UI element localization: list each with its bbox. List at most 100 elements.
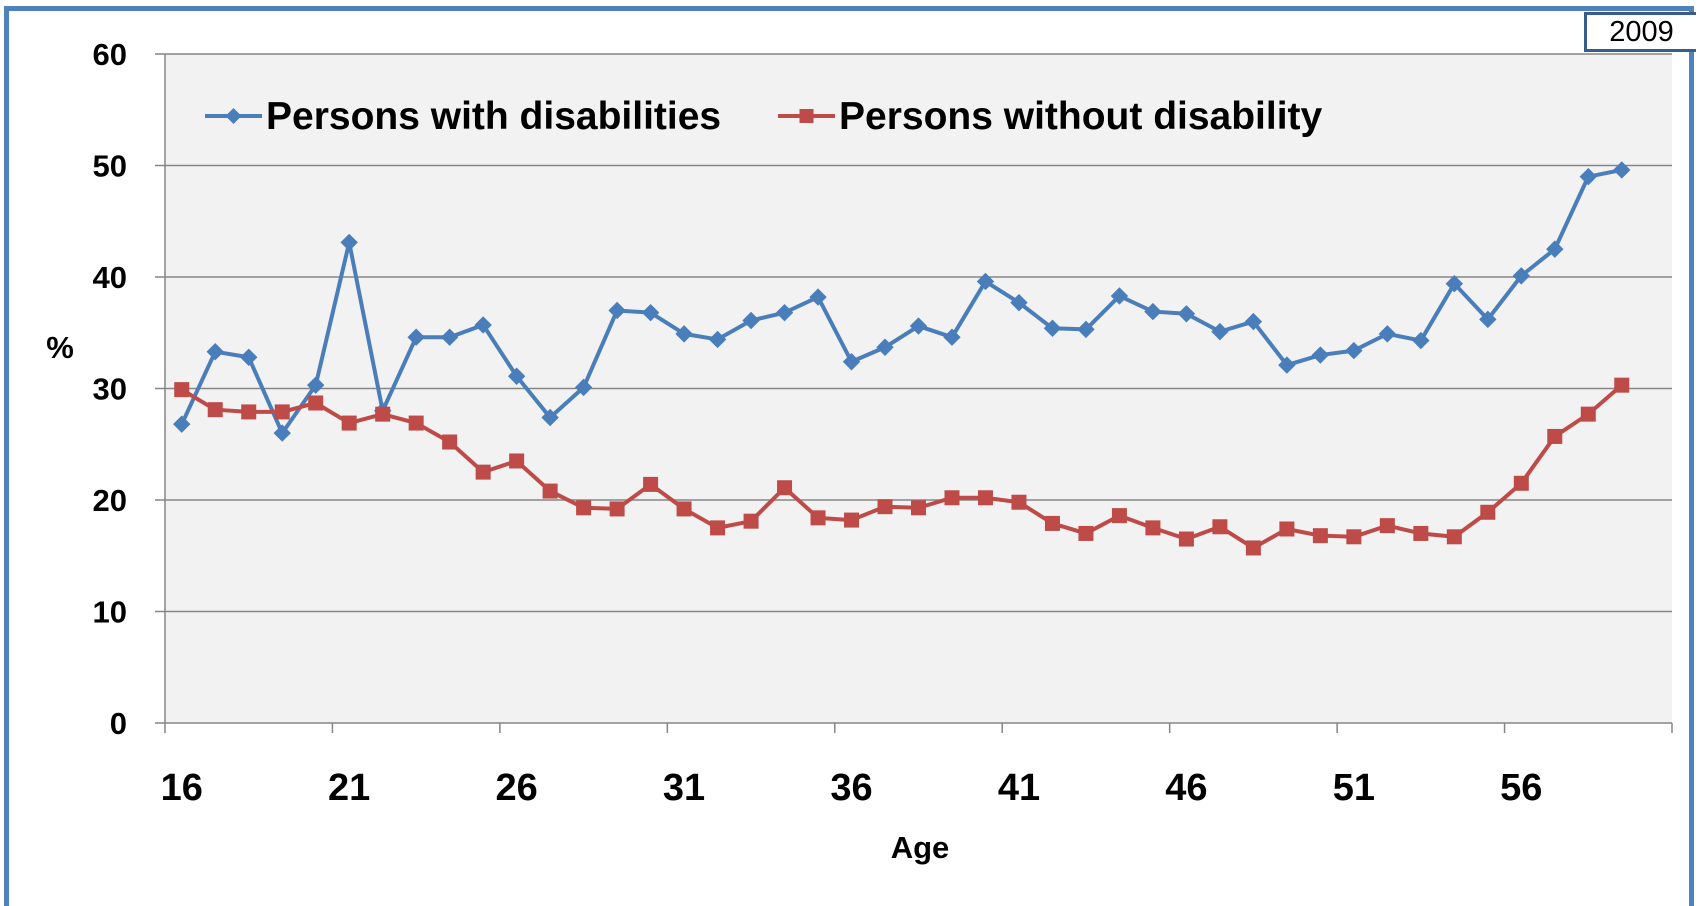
data-point (775, 303, 794, 322)
data-point (509, 453, 525, 469)
data-point (1413, 525, 1429, 541)
legend: Persons with disabilities Persons without… (205, 95, 1323, 138)
data-point (676, 501, 692, 517)
data-point (274, 404, 290, 420)
data-point (541, 408, 559, 427)
data-point (474, 316, 492, 334)
data-point (1378, 325, 1397, 343)
data-point (1244, 312, 1263, 331)
data-point (475, 464, 491, 480)
data-point (375, 406, 391, 422)
data-point (608, 301, 626, 320)
data-point (1546, 240, 1564, 258)
gridlines (165, 53, 1672, 613)
data-point (174, 382, 190, 398)
legend-marker (225, 108, 242, 124)
data-point (809, 288, 827, 306)
chart-frame (4, 6, 1694, 906)
data-point (507, 367, 526, 385)
series-2 (174, 377, 1630, 556)
y-tick-label: 0 (110, 706, 127, 741)
y-tick-label: 10 (93, 595, 127, 630)
x-tick-label: 56 (1500, 767, 1542, 809)
data-point (777, 480, 793, 496)
axes (155, 53, 1673, 733)
legend-item-2: Persons without disability (778, 95, 1323, 138)
x-tick-label: 41 (998, 767, 1040, 809)
data-point (1279, 521, 1295, 537)
data-point (810, 510, 826, 526)
data-point (1479, 310, 1497, 329)
data-point (1178, 531, 1194, 547)
data-point (1212, 519, 1228, 535)
data-point (977, 490, 993, 506)
data-point (1311, 346, 1330, 364)
x-tick-label: 31 (663, 767, 705, 809)
data-point (1077, 320, 1095, 339)
x-tick-label: 16 (161, 767, 203, 809)
y-tick-labels: 0 10 20 30 40 50 60 (93, 37, 127, 741)
data-point (1111, 508, 1127, 524)
data-point (1613, 161, 1631, 179)
series-layer (173, 161, 1631, 556)
data-point (609, 501, 625, 517)
data-point (306, 376, 325, 394)
data-point (1078, 525, 1094, 541)
y-tick-label: 50 (93, 149, 127, 184)
data-point (408, 415, 424, 431)
data-point (675, 325, 693, 343)
x-tick-labels: 16 21 26 31 36 41 46 51 56 (161, 767, 1543, 809)
data-point (1379, 518, 1395, 534)
data-point (1312, 528, 1328, 544)
data-point (1445, 274, 1464, 293)
data-point (844, 512, 860, 528)
data-point (1446, 529, 1462, 545)
data-point (643, 476, 659, 492)
data-point (944, 490, 960, 506)
legend-marker (799, 109, 814, 123)
data-point (440, 328, 459, 346)
data-point (273, 424, 291, 442)
data-point (1278, 356, 1296, 374)
data-point (876, 338, 894, 356)
data-point (1412, 331, 1430, 350)
x-tick-label: 26 (495, 767, 537, 809)
data-point (240, 348, 258, 366)
data-point (241, 404, 257, 420)
data-point (842, 353, 861, 371)
data-point (1011, 494, 1027, 510)
data-point (340, 233, 358, 252)
data-point (1579, 167, 1597, 186)
data-point (943, 328, 961, 346)
data-point (708, 330, 727, 349)
y-tick-label: 20 (93, 483, 127, 518)
data-point (442, 434, 458, 450)
series-1 (173, 161, 1631, 442)
data-point (1110, 287, 1129, 305)
data-point (877, 499, 893, 515)
y-tick-label: 60 (93, 37, 127, 72)
data-point (173, 415, 191, 433)
data-point (1580, 406, 1596, 422)
data-point (742, 311, 760, 330)
data-point (206, 342, 224, 361)
data-point (308, 395, 324, 411)
data-point (911, 500, 926, 516)
data-point (576, 500, 592, 516)
data-point (407, 328, 425, 346)
data-point (542, 483, 558, 499)
data-point (1345, 341, 1363, 360)
data-point (1211, 322, 1229, 341)
data-point (1245, 540, 1261, 556)
data-point (1177, 305, 1196, 323)
data-point (1512, 267, 1531, 285)
x-tick-label: 51 (1333, 767, 1375, 809)
data-point (1145, 520, 1161, 536)
x-tick-label: 36 (830, 767, 872, 809)
data-point (976, 272, 995, 291)
y-tick-label: 30 (93, 372, 127, 407)
x-axis-title: Age (891, 830, 950, 865)
year-badge: 2009 (1584, 12, 1696, 52)
x-tick-label: 21 (328, 767, 370, 809)
